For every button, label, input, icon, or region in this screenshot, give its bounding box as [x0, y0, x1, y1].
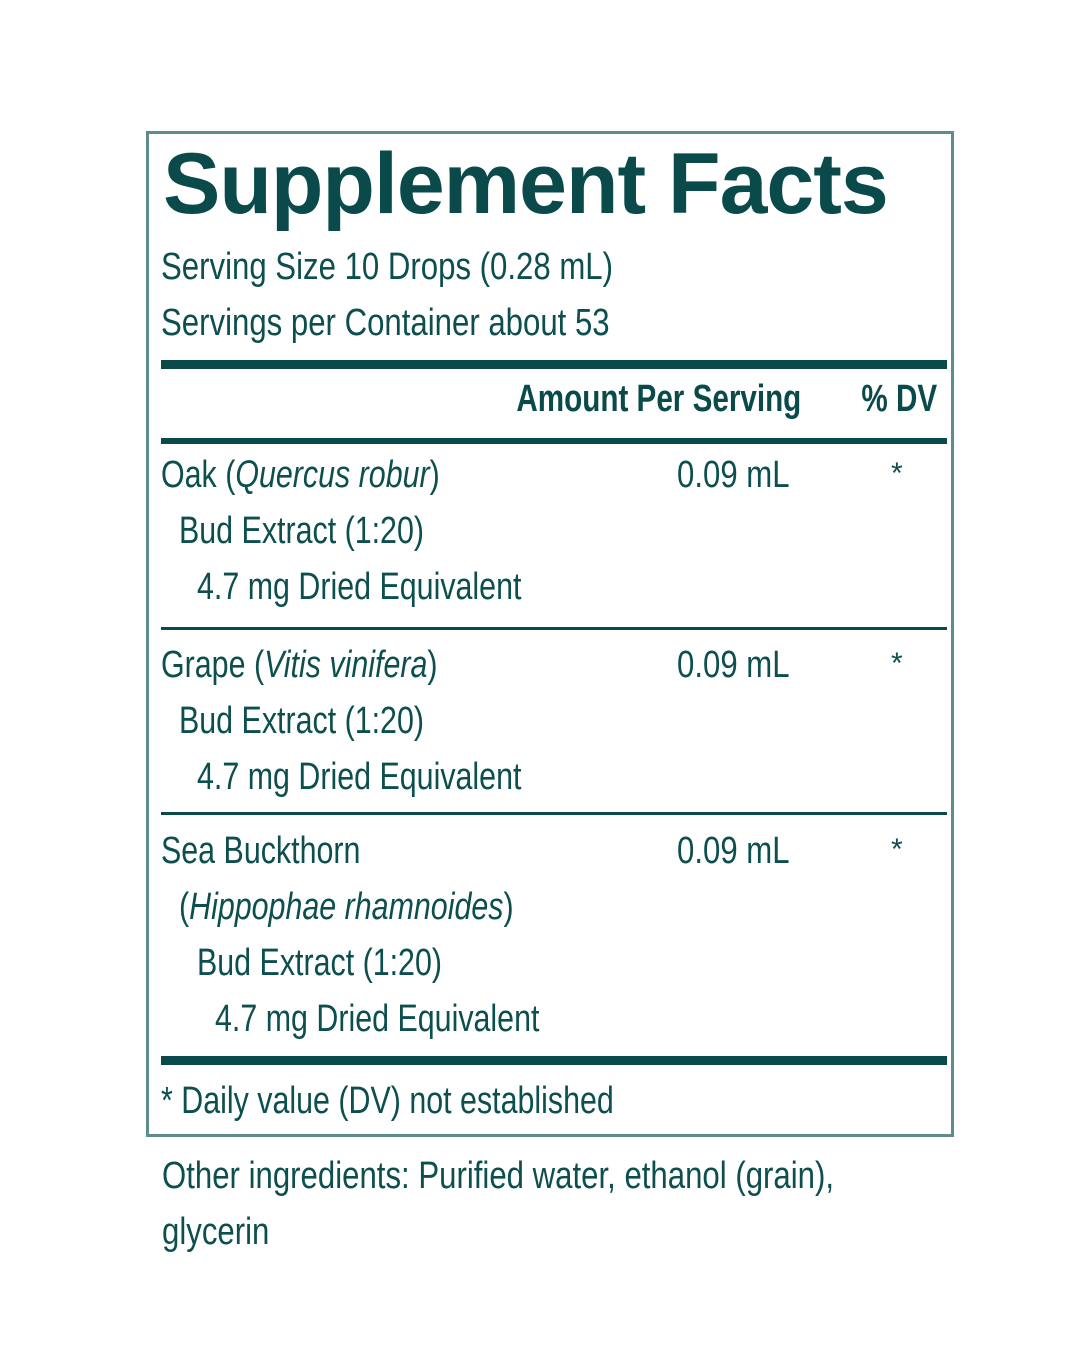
row-divider [161, 627, 947, 630]
ingredient-latin-name: Vitis vinifera [264, 644, 428, 686]
ingredient-latin-line: (Hippophae rhamnoides) [179, 886, 514, 928]
ingredient-common-name: Sea Buckthorn [161, 830, 361, 872]
header-amount-per-serving: Amount Per Serving [516, 378, 801, 420]
ingredient-name-line: Grape (Vitis vinifera) [161, 644, 438, 686]
dv-footnote: * Daily value (DV) not established [161, 1080, 614, 1122]
ingredient-dv: * [891, 647, 903, 680]
serving-size: Serving Size 10 Drops (0.28 mL) [161, 246, 614, 288]
other-ingredients-line2: glycerin [162, 1211, 270, 1253]
panel-title: Supplement Facts [163, 136, 889, 232]
ingredient-common-name: Grape [161, 644, 246, 686]
servings-per-container: Servings per Container about 53 [161, 302, 610, 344]
ingredient-dv: * [891, 457, 903, 490]
ingredient-name-line: Oak (Quercus robur) [161, 454, 440, 496]
header-rule-top [161, 360, 947, 369]
ingredient-dried-equivalent: 4.7 mg Dried Equivalent [197, 566, 522, 608]
header-percent-dv: % DV [861, 378, 937, 420]
ingredient-amount: 0.09 mL [677, 644, 790, 686]
ingredient-extract-line: Bud Extract (1:20) [197, 942, 442, 984]
ingredient-common-name: Oak [161, 454, 217, 496]
other-ingredients-line1: Other ingredients: Purified water, ethan… [162, 1155, 835, 1197]
ingredient-extract-line: Bud Extract (1:20) [179, 700, 424, 742]
ingredient-latin-name: Quercus robur [235, 454, 430, 496]
row-divider [161, 812, 947, 815]
ingredient-dried-equivalent: 4.7 mg Dried Equivalent [215, 998, 540, 1040]
ingredient-amount: 0.09 mL [677, 454, 790, 496]
ingredient-latin-name: Hippophae rhamnoides [189, 886, 504, 928]
supplement-facts-panel: Supplement Facts Serving Size 10 Drops (… [146, 131, 954, 1137]
header-rule-bottom [161, 438, 947, 444]
ingredient-extract-line: Bud Extract (1:20) [179, 510, 424, 552]
other-ingredients: Other ingredients: Purified water, ethan… [162, 1148, 922, 1260]
ingredient-dried-equivalent: 4.7 mg Dried Equivalent [197, 756, 522, 798]
ingredient-amount: 0.09 mL [677, 830, 790, 872]
ingredient-dv: * [891, 833, 903, 866]
footer-rule [161, 1056, 947, 1065]
